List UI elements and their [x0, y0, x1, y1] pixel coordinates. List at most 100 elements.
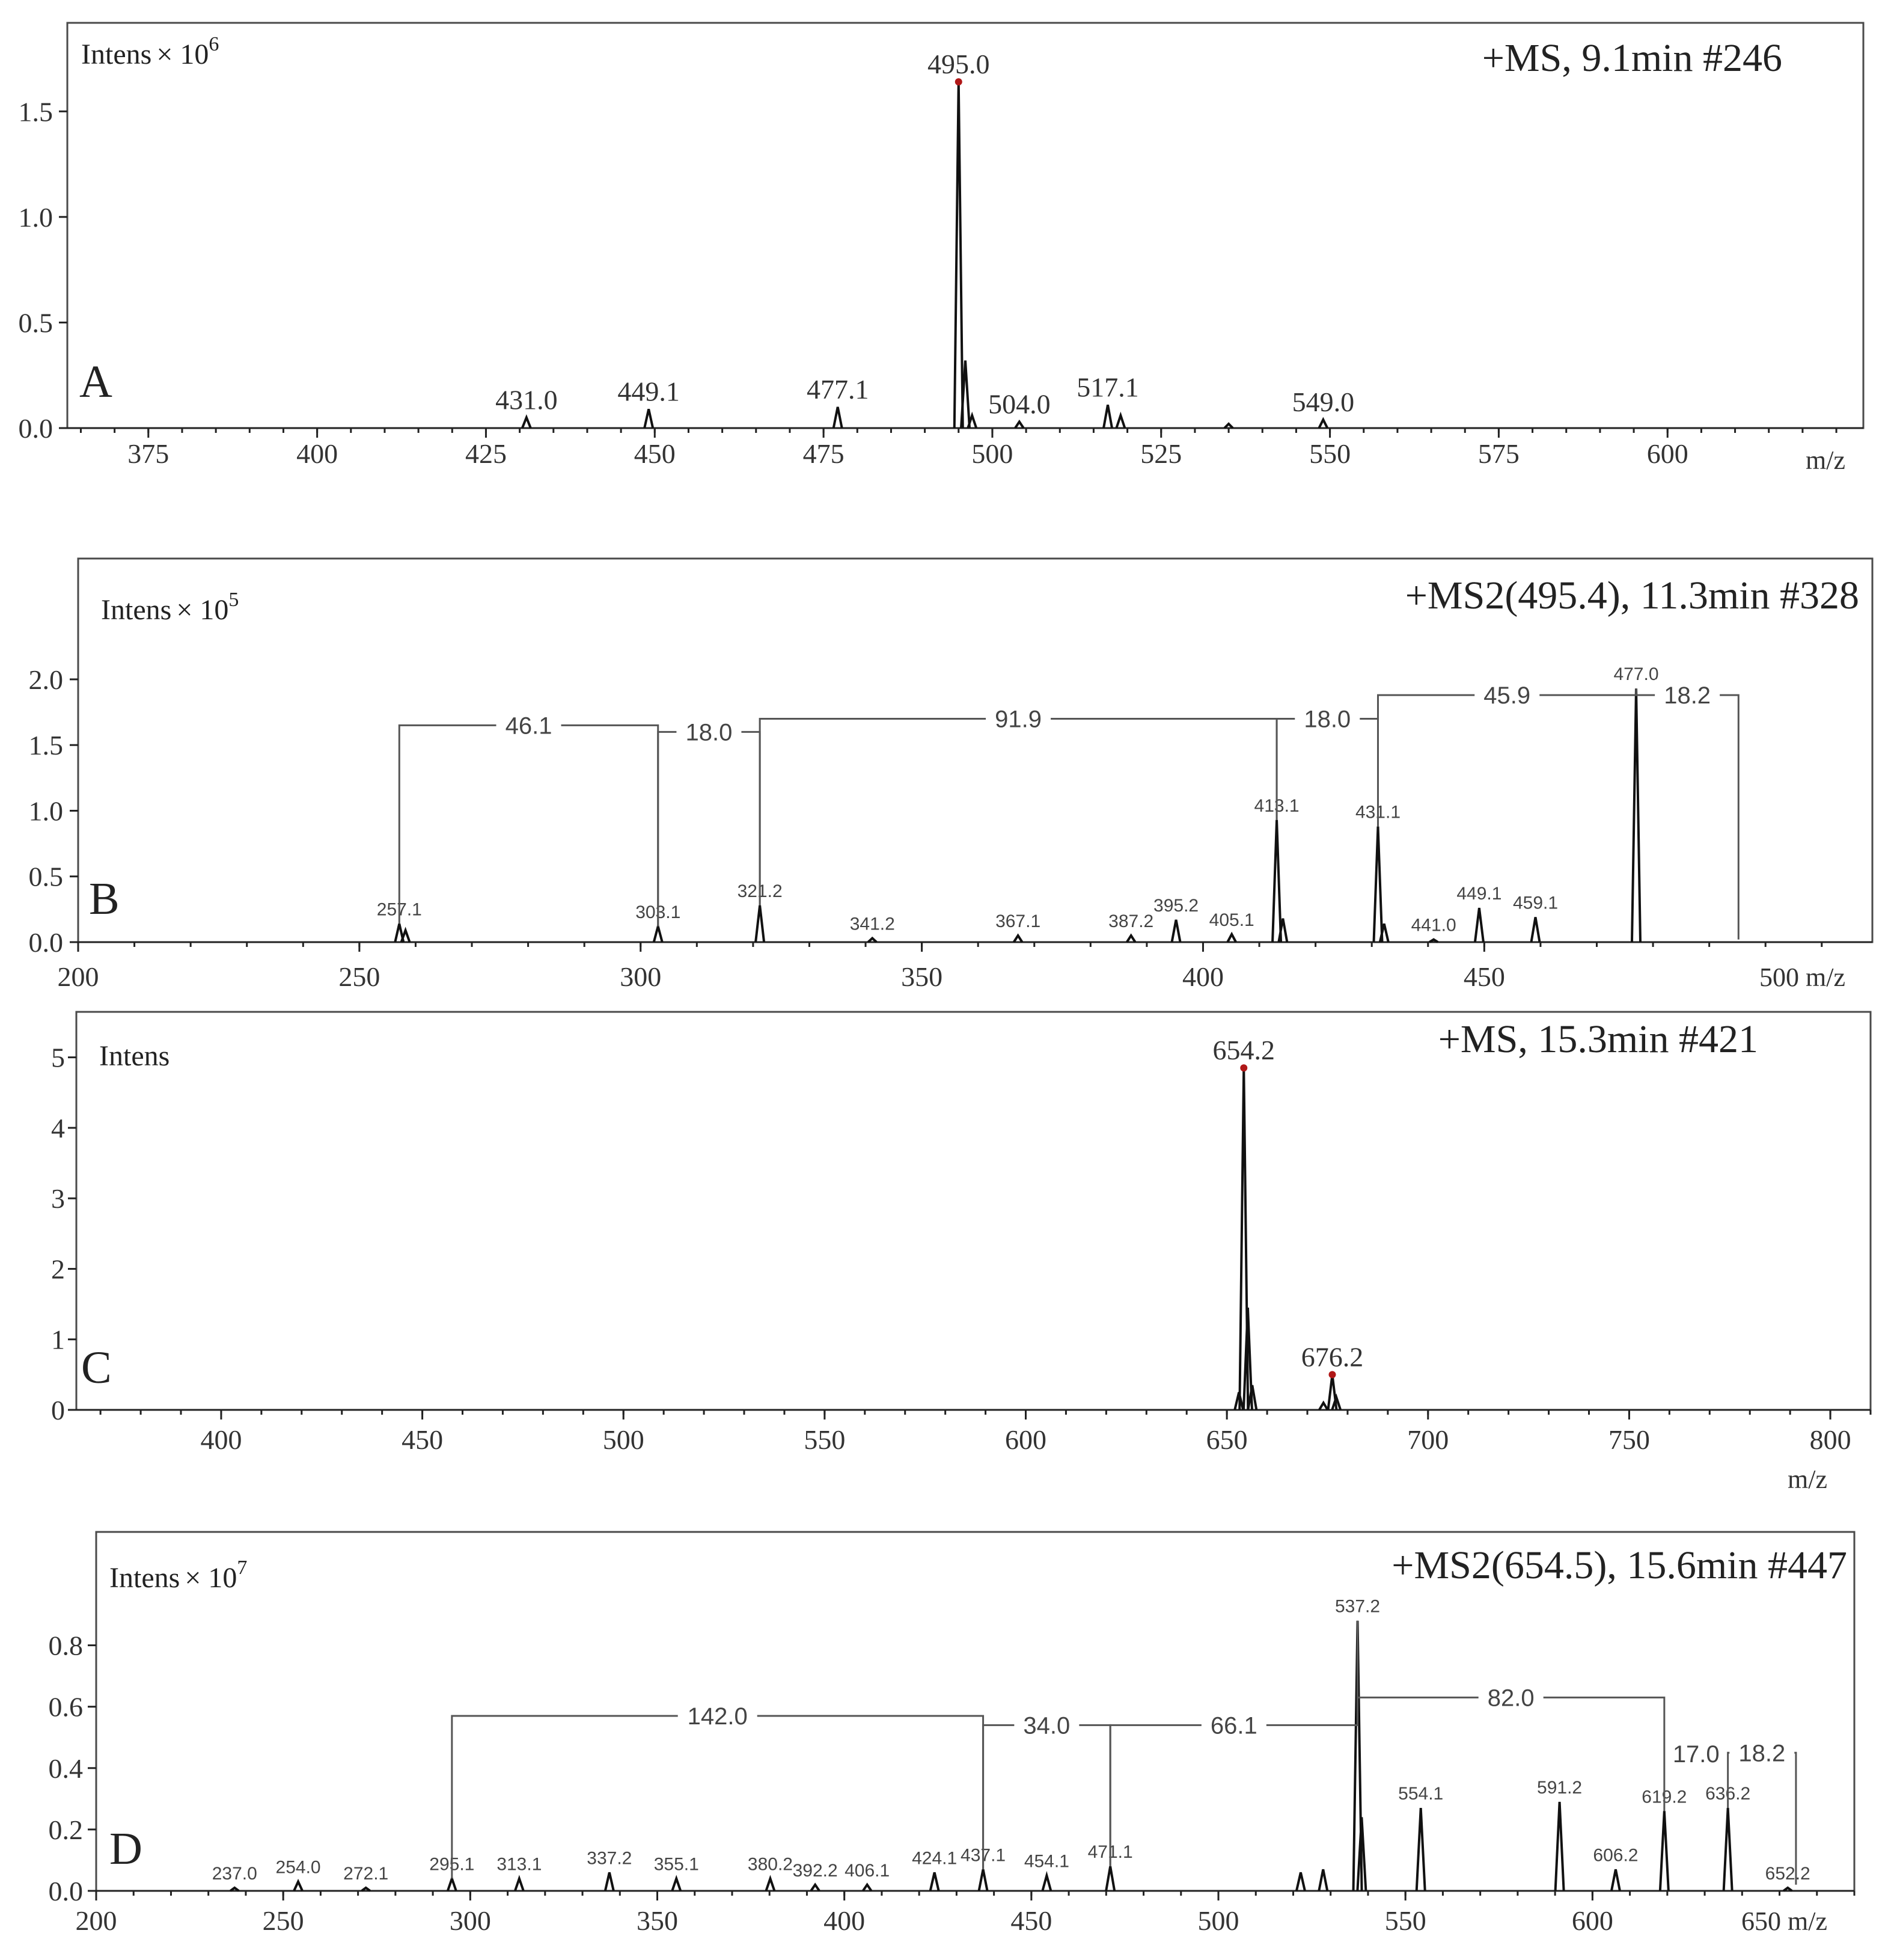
peak-label: 654.2: [1213, 1035, 1275, 1065]
peak-label: 237.0: [212, 1864, 257, 1884]
y-tick-label: 1: [51, 1325, 65, 1355]
peak-label: 392.2: [793, 1861, 838, 1881]
peak-label: 537.2: [1335, 1597, 1380, 1617]
spectrum-peak: [810, 1882, 820, 1892]
y-tick-label: 0.6: [49, 1692, 84, 1723]
spectrum-peak: [1429, 938, 1439, 943]
x-tick-label: 300: [450, 1905, 491, 1936]
y-tick-label: 0.4: [49, 1753, 84, 1784]
y-tick-label: 2: [51, 1254, 65, 1284]
panel-letter: A: [79, 357, 112, 407]
x-tick-label: 400: [1182, 961, 1224, 992]
precursor-marker: [1240, 1064, 1248, 1072]
peak-label: 477.0: [1613, 664, 1658, 684]
spectrum-peak: [967, 411, 978, 429]
x-tick-label: 250: [338, 961, 380, 992]
neutral-loss-label: 18.0: [1304, 706, 1351, 732]
peak-label: 367.1: [995, 911, 1040, 931]
intensity-exponent: 7: [237, 1557, 247, 1579]
spectrum-peak: [1318, 1869, 1329, 1891]
peak-label: 591.2: [1537, 1778, 1582, 1798]
peak-label: 341.2: [850, 914, 895, 934]
x-unit-label: m/z: [1806, 446, 1845, 475]
intensity-axis-label: Intens × 105: [101, 589, 239, 626]
intensity-multiplier: × 10: [156, 38, 209, 70]
bracket-label-bg: [1478, 1682, 1544, 1711]
x-tick-label: 500: [603, 1424, 644, 1455]
peak-label: 549.0: [1292, 387, 1355, 417]
panel-letter: D: [109, 1824, 142, 1874]
peak-label: 254.0: [276, 1858, 321, 1878]
plot-frame: [77, 557, 1874, 943]
spectrum-peak: [1247, 1385, 1258, 1410]
spectrum-peak: [861, 1882, 873, 1892]
spectrum-peak: [1372, 826, 1384, 943]
peak-label: 606.2: [1593, 1845, 1638, 1865]
intensity-text: Intens: [109, 1562, 180, 1594]
x-tick-label: 400: [823, 1905, 865, 1936]
spectrum-peak: [1610, 1869, 1621, 1891]
x-tick-label: 450: [402, 1424, 443, 1455]
x-tick-label: 750: [1608, 1424, 1650, 1455]
intensity-text: Intens: [101, 594, 171, 626]
spectrum-peak: [1331, 1393, 1342, 1410]
peak-label: 676.2: [1301, 1341, 1364, 1372]
peak-label: 554.1: [1398, 1784, 1443, 1804]
peak-label: 313.1: [496, 1855, 542, 1875]
spectrum-peak: [643, 408, 655, 429]
neutral-loss-label: 66.1: [1211, 1712, 1257, 1739]
spectrum-peak: [1242, 1307, 1253, 1410]
x-tick-label: 500: [1198, 1905, 1239, 1936]
spectrum-peak: [1014, 419, 1025, 429]
spectrum-peak: [1223, 422, 1234, 429]
neutral-loss-label: 46.1: [506, 712, 552, 739]
peak-label: 380.2: [748, 1855, 793, 1875]
intensity-axis-label: Intens × 106: [81, 33, 219, 70]
intensity-text: Intens: [81, 38, 151, 70]
x-tick-label: 450: [634, 438, 676, 469]
y-tick-label: 0.0: [19, 413, 53, 444]
y-tick-label: 0: [51, 1395, 65, 1426]
y-tick-label: 3: [51, 1183, 65, 1214]
y-tick-label: 0.0: [29, 927, 64, 958]
plot-frame: [75, 1011, 1872, 1411]
peak-label: 517.1: [1077, 372, 1139, 402]
x-tick-label: 600: [1572, 1905, 1613, 1936]
x-tick-label: 250: [263, 1905, 304, 1936]
spectrum-peak: [1041, 1870, 1052, 1891]
x-tick-label: 300: [620, 961, 661, 992]
x-tick-label: 350: [637, 1905, 678, 1936]
x-tick-label: 700: [1407, 1424, 1449, 1455]
spectrum-peak: [394, 923, 405, 943]
y-tick-label: 1.5: [29, 730, 64, 761]
y-tick-label: 0.5: [29, 862, 64, 892]
peak-label: 459.1: [1513, 893, 1558, 913]
bracket-label-bg: [1201, 1709, 1266, 1739]
spectrum-peak: [446, 1875, 457, 1891]
spectrum-peak: [1318, 1400, 1329, 1411]
spectrum-peak: [960, 360, 971, 429]
scan-header: +MS2(654.5), 15.6min #447: [1391, 1543, 1847, 1587]
peak-label: 387.2: [1108, 911, 1153, 931]
x-tick-label: 200: [58, 961, 99, 992]
spectrum-peak: [521, 414, 532, 429]
peak-label: 504.0: [988, 388, 1051, 419]
spectrum-peak: [1783, 1886, 1793, 1892]
spectrum-peak: [400, 926, 411, 943]
spectrum-peak: [293, 1878, 304, 1891]
peak-label: 337.2: [587, 1848, 632, 1868]
spectrum-peak: [1105, 1866, 1116, 1891]
x-tick-label: 650: [1206, 1424, 1248, 1455]
y-tick-label: 5: [51, 1043, 65, 1073]
neutral-loss-label: 18.2: [1738, 1740, 1785, 1766]
scan-header: +MS2(495.4), 11.3min #328: [1405, 574, 1859, 617]
precursor-marker: [1328, 1371, 1336, 1379]
x-tick-label: 400: [296, 438, 338, 469]
peak-label: 652.2: [1765, 1864, 1810, 1884]
neutral-loss-label: 17.0: [1673, 1741, 1720, 1768]
intensity-multiplier: × 10: [176, 594, 228, 626]
x-tick-label: 550: [804, 1424, 845, 1455]
spectrum-peak: [929, 1872, 940, 1891]
